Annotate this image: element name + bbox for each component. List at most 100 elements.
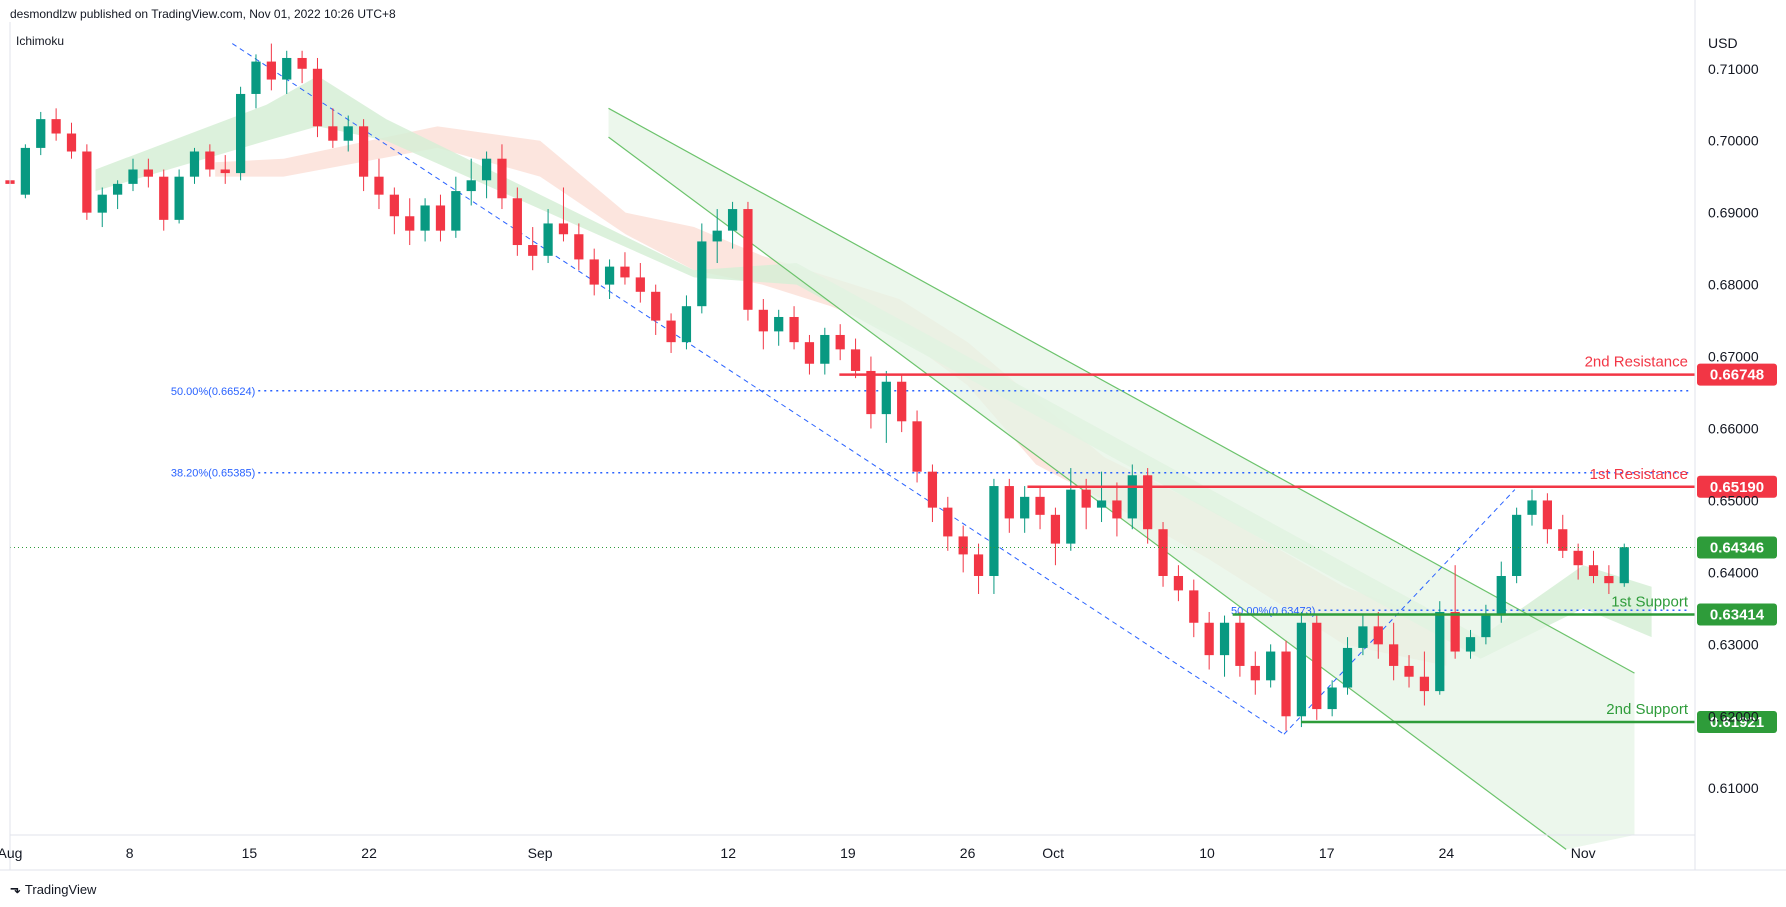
candle-body [651,291,661,321]
candle-body [128,169,138,184]
last-price-badge-text: 0.64346 [1710,540,1764,557]
candle-body [1373,626,1383,645]
candle-body [1465,637,1476,652]
candle-body [389,194,399,217]
x-tick-label: 19 [840,845,856,861]
candle-body [881,381,891,415]
candle-body [912,421,922,472]
candle-body [143,169,153,177]
channel-fill [608,108,1635,850]
price-badge-support [1697,710,1777,733]
candle-body [312,68,323,127]
indicator-legend-ichimoku[interactable]: Ichimoku [16,34,65,48]
candle-body [666,320,676,343]
candle-body [235,93,246,174]
candle-body [589,259,599,285]
candle-body [358,126,369,177]
candle-body [189,151,200,177]
candle-body [866,370,876,415]
candle-body [174,176,184,220]
candle-body [1604,575,1614,584]
tradingview-logo-icon: ⬎ [10,881,21,896]
x-tick-label: Oct [1042,845,1064,861]
candle-body [205,151,215,170]
price-badge-text: 0.61921 [1710,714,1764,731]
candle-body [758,309,768,332]
candle-body [973,554,984,576]
y-tick-label: 0.63000 [1708,636,1759,652]
candle-body [1342,647,1353,688]
candle-body [374,176,384,195]
candle-body [1158,529,1168,576]
candle-body [1219,622,1230,656]
candle-body [1481,615,1491,638]
candle-body [850,349,861,371]
candle-body [1127,475,1137,519]
level-label: 2nd Support [1606,701,1689,718]
candle-body [97,194,107,213]
price-badge-support [1697,603,1777,626]
ichimoku-cloud-bullish [95,75,1652,659]
candle-body [927,471,938,508]
last-price-badge [1697,536,1777,559]
candle-body [1020,496,1030,519]
candle-body [1296,622,1307,717]
footer-brand[interactable]: ⬎ TradingView [10,881,96,897]
candle-body [1542,500,1552,530]
candle-body [36,119,46,148]
candle-body [528,245,538,256]
price-badge-text: 0.65190 [1710,479,1764,496]
x-tick-label: Nov [1571,845,1596,861]
candle-body [420,205,430,231]
y-tick-label: 0.67000 [1708,349,1759,365]
candle-body [51,119,61,134]
candle-body [1312,622,1322,710]
candle-body [282,57,292,80]
x-tick-label: 8 [126,845,134,861]
fib-swing-line [232,43,1285,735]
candle-body [635,277,645,292]
candle-body [712,230,722,242]
candle-body [1558,529,1568,551]
candle-body [1404,665,1414,677]
support-resistance-levels: 2nd Resistance 0.66748 1st Resistance 0.651… [10,354,1777,733]
candle-body [343,126,353,141]
candle-body [1004,486,1014,519]
candle-body [1050,514,1061,544]
candle-body [1389,644,1399,666]
candle-body [727,209,738,231]
candle-body [620,266,630,278]
candle-body [20,147,30,195]
candle-body [1112,500,1122,519]
candle-body [958,536,968,555]
candle-body [1281,651,1291,717]
publisher-caption: desmondlzw published on TradingView.com,… [10,7,396,21]
level-label: 2nd Resistance [1585,354,1688,371]
candle-body [512,198,522,246]
candle-body [1266,651,1276,681]
candle-body [435,205,446,231]
candle-body [897,381,907,422]
candle-body [251,61,261,94]
candle-body [113,183,123,195]
candle-body [989,486,999,576]
fib-level-label: 38.20%(0.65385) [171,468,255,480]
candle-body [1327,687,1337,710]
fib-level-label: 50.00%(0.66524) [171,386,255,398]
price-badge-resistance [1697,363,1777,386]
candle-body [1573,550,1583,566]
candle-body [328,126,338,141]
candle-body [1143,475,1153,530]
candle-body [789,316,799,343]
candle-body [1419,676,1430,692]
candle-body [1066,489,1076,544]
currency-label: USD [1708,35,1738,51]
channel-upper-line [608,107,1635,674]
candle-body [1096,500,1107,508]
candle-body [681,306,692,343]
candle-body [159,176,169,220]
y-tick-label: 0.70000 [1708,133,1759,149]
candle-body [1250,665,1260,681]
candle-body [266,61,276,80]
